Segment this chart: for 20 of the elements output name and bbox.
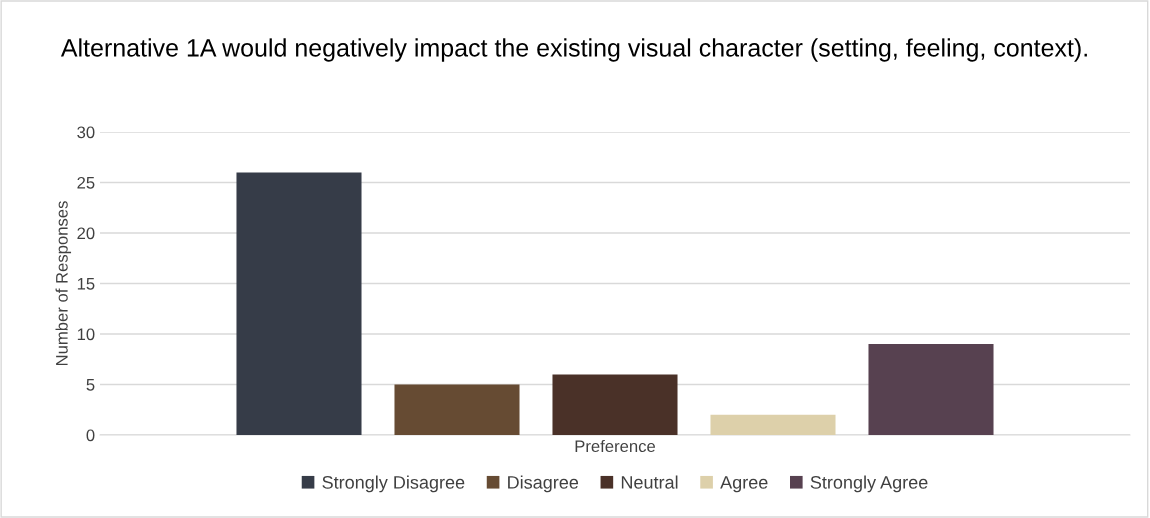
legend-label: Strongly Agree	[810, 475, 928, 493]
y-tick-label: 5	[86, 379, 95, 391]
y-tick-label: 30	[77, 126, 95, 139]
y-tick-label: 15	[77, 278, 95, 290]
legend-label: Strongly Disagree	[322, 475, 465, 493]
x-tick-label: Preference	[575, 439, 656, 453]
legend-label: Agree	[720, 476, 768, 493]
y-axis-title: Number of Responses	[55, 201, 72, 366]
bar	[394, 384, 520, 435]
y-tick-label: 10	[77, 328, 95, 341]
bar	[552, 374, 678, 435]
bar	[868, 344, 994, 435]
y-tick-label: 25	[77, 176, 95, 189]
y-tick-label: 20	[77, 227, 95, 240]
bar	[710, 414, 836, 435]
chart-title: Alternative 1A would negatively impact the existing visual character (setting, feeling, context).	[60, 38, 1087, 62]
legend-label: Neutral	[621, 475, 678, 489]
bar	[236, 172, 362, 435]
legend-label: Disagree	[508, 475, 579, 493]
y-tick-label: 0	[86, 429, 95, 442]
